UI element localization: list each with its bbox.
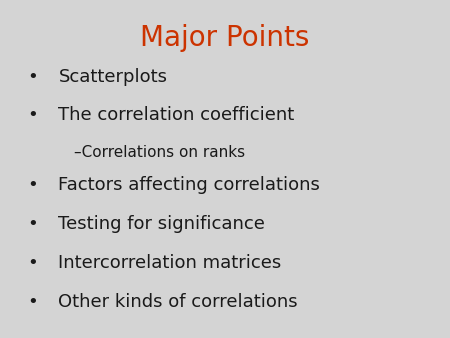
Text: •: • <box>27 106 38 124</box>
Text: •: • <box>27 215 38 233</box>
Text: Testing for significance: Testing for significance <box>58 215 266 233</box>
Text: Intercorrelation matrices: Intercorrelation matrices <box>58 254 282 272</box>
Text: •: • <box>27 176 38 194</box>
Text: Other kinds of correlations: Other kinds of correlations <box>58 293 298 311</box>
Text: Scatterplots: Scatterplots <box>58 68 167 86</box>
Text: •: • <box>27 254 38 272</box>
Text: The correlation coefficient: The correlation coefficient <box>58 106 295 124</box>
Text: •: • <box>27 293 38 311</box>
Text: •: • <box>27 68 38 86</box>
Text: Factors affecting correlations: Factors affecting correlations <box>58 176 320 194</box>
Text: Major Points: Major Points <box>140 24 310 52</box>
Text: –Correlations on ranks: –Correlations on ranks <box>74 145 245 160</box>
